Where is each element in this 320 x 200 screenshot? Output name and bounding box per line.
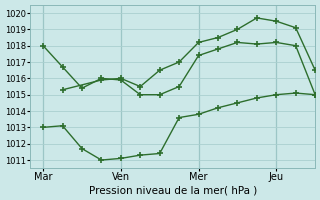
X-axis label: Pression niveau de la mer( hPa ): Pression niveau de la mer( hPa ) bbox=[89, 185, 257, 195]
